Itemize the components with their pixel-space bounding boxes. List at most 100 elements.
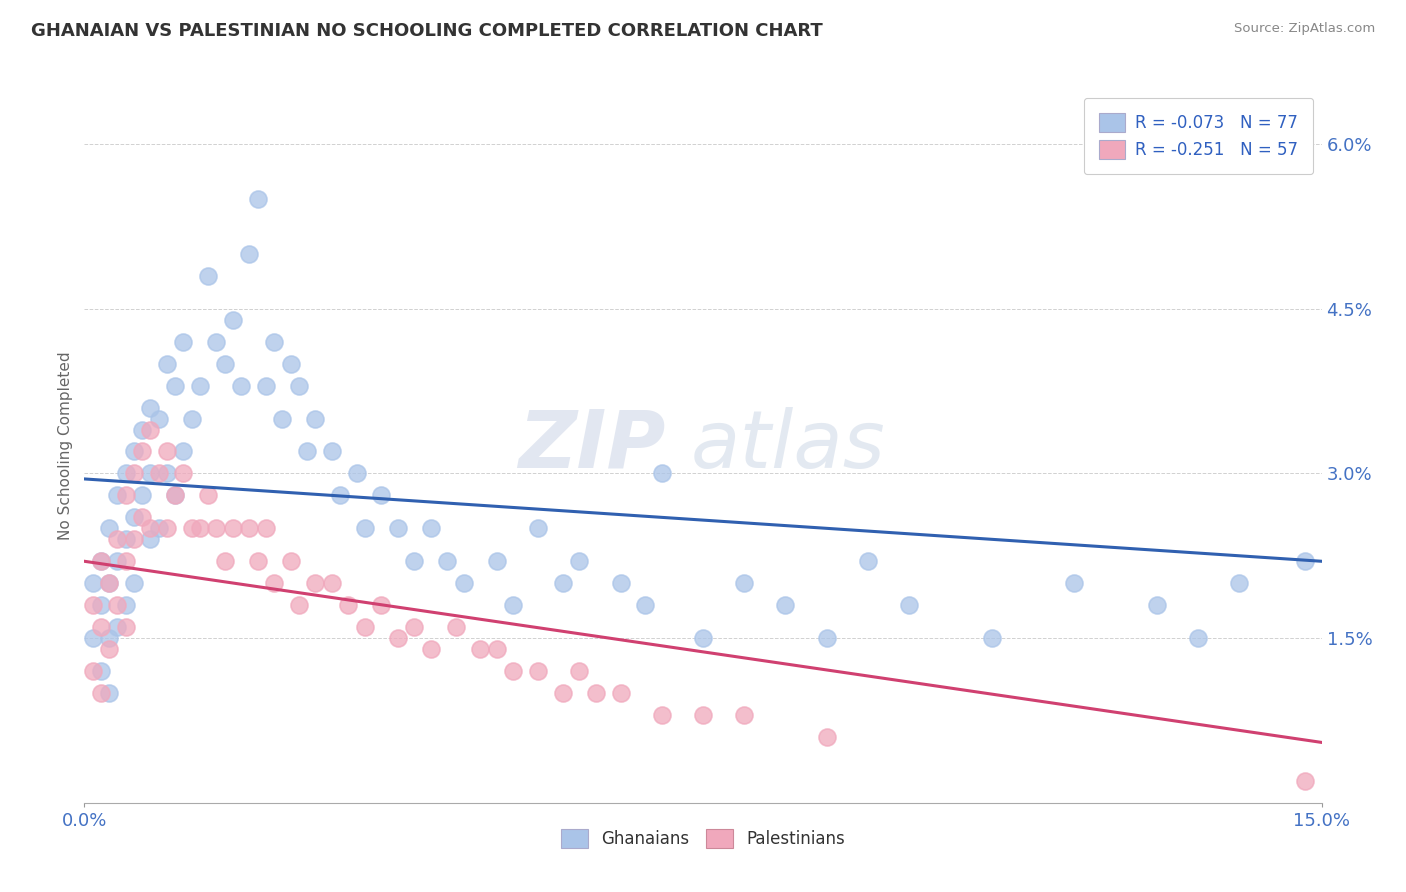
- Point: [527, 664, 550, 678]
- Point: [856, 554, 879, 568]
- Point: [419, 642, 441, 657]
- Point: [321, 576, 343, 591]
- Point: [238, 247, 260, 261]
- Point: [321, 444, 343, 458]
- Point: [271, 411, 294, 425]
- Point: [229, 378, 252, 392]
- Point: [156, 357, 179, 371]
- Point: [114, 554, 136, 568]
- Point: [122, 444, 145, 458]
- Point: [82, 664, 104, 678]
- Point: [775, 598, 797, 612]
- Point: [1063, 576, 1085, 591]
- Point: [370, 488, 392, 502]
- Point: [172, 444, 194, 458]
- Point: [263, 334, 285, 349]
- Point: [444, 620, 467, 634]
- Point: [205, 521, 228, 535]
- Point: [114, 488, 136, 502]
- Point: [98, 521, 121, 535]
- Point: [90, 554, 112, 568]
- Point: [254, 378, 277, 392]
- Point: [453, 576, 475, 591]
- Point: [651, 467, 673, 481]
- Point: [353, 521, 375, 535]
- Point: [98, 576, 121, 591]
- Point: [1146, 598, 1168, 612]
- Point: [295, 444, 318, 458]
- Point: [527, 521, 550, 535]
- Point: [329, 488, 352, 502]
- Point: [214, 357, 236, 371]
- Point: [148, 411, 170, 425]
- Point: [122, 510, 145, 524]
- Y-axis label: No Schooling Completed: No Schooling Completed: [58, 351, 73, 541]
- Point: [692, 631, 714, 645]
- Point: [502, 664, 524, 678]
- Point: [1227, 576, 1250, 591]
- Point: [98, 576, 121, 591]
- Point: [436, 554, 458, 568]
- Point: [692, 708, 714, 723]
- Point: [156, 444, 179, 458]
- Point: [304, 576, 326, 591]
- Point: [815, 631, 838, 645]
- Point: [353, 620, 375, 634]
- Point: [131, 423, 153, 437]
- Point: [122, 576, 145, 591]
- Point: [139, 467, 162, 481]
- Text: atlas: atlas: [690, 407, 886, 485]
- Point: [370, 598, 392, 612]
- Point: [165, 488, 187, 502]
- Point: [898, 598, 921, 612]
- Point: [551, 686, 574, 700]
- Point: [280, 357, 302, 371]
- Point: [90, 598, 112, 612]
- Point: [131, 488, 153, 502]
- Point: [98, 642, 121, 657]
- Point: [387, 631, 409, 645]
- Point: [733, 708, 755, 723]
- Point: [90, 620, 112, 634]
- Point: [98, 631, 121, 645]
- Text: Source: ZipAtlas.com: Source: ZipAtlas.com: [1234, 22, 1375, 36]
- Point: [222, 521, 245, 535]
- Point: [651, 708, 673, 723]
- Point: [304, 411, 326, 425]
- Point: [551, 576, 574, 591]
- Point: [214, 554, 236, 568]
- Point: [470, 642, 492, 657]
- Point: [114, 533, 136, 547]
- Point: [148, 521, 170, 535]
- Point: [165, 378, 187, 392]
- Point: [197, 488, 219, 502]
- Text: GHANAIAN VS PALESTINIAN NO SCHOOLING COMPLETED CORRELATION CHART: GHANAIAN VS PALESTINIAN NO SCHOOLING COM…: [31, 22, 823, 40]
- Point: [188, 378, 211, 392]
- Point: [98, 686, 121, 700]
- Point: [105, 620, 128, 634]
- Point: [139, 533, 162, 547]
- Point: [404, 554, 426, 568]
- Point: [337, 598, 360, 612]
- Point: [139, 401, 162, 415]
- Point: [131, 444, 153, 458]
- Point: [1294, 773, 1316, 788]
- Point: [156, 521, 179, 535]
- Point: [280, 554, 302, 568]
- Point: [172, 334, 194, 349]
- Point: [156, 467, 179, 481]
- Point: [288, 378, 311, 392]
- Point: [172, 467, 194, 481]
- Point: [733, 576, 755, 591]
- Point: [188, 521, 211, 535]
- Point: [609, 686, 631, 700]
- Point: [205, 334, 228, 349]
- Point: [1294, 554, 1316, 568]
- Point: [485, 642, 508, 657]
- Point: [122, 467, 145, 481]
- Point: [180, 521, 202, 535]
- Point: [180, 411, 202, 425]
- Point: [165, 488, 187, 502]
- Point: [139, 423, 162, 437]
- Point: [82, 598, 104, 612]
